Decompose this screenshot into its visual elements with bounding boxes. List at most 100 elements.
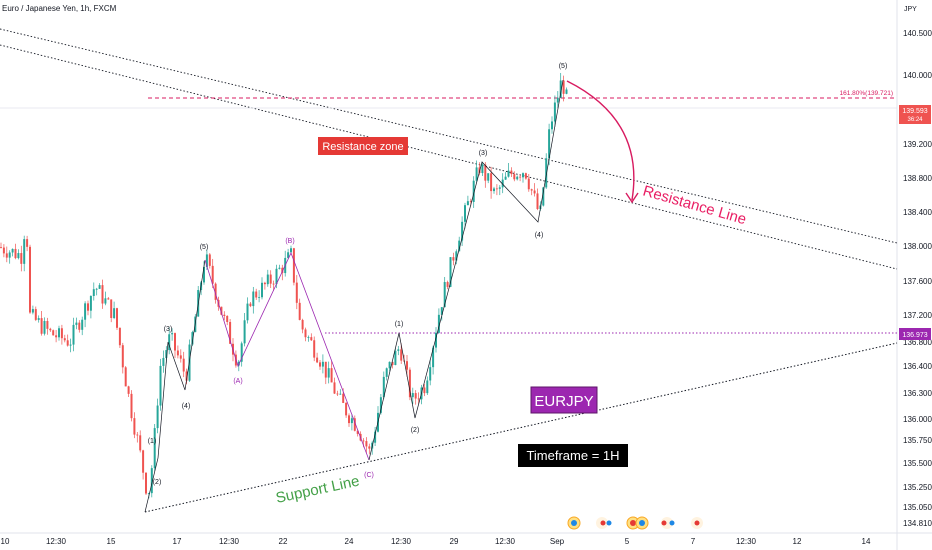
price-tick-label: 140.000 [903, 71, 932, 80]
candle-body [96, 289, 98, 290]
candle-body [160, 366, 162, 406]
candle-body [113, 308, 115, 318]
candle-body [319, 362, 321, 366]
candle-body [516, 177, 518, 180]
candle-body [429, 367, 431, 380]
candle-body [528, 179, 530, 190]
new-impulse-wave-label: (1) [395, 321, 404, 328]
price-tick-label: 138.400 [903, 208, 932, 217]
candle-body [12, 249, 14, 253]
last-price-value: 139.593 [902, 108, 927, 115]
candle-body [38, 318, 40, 320]
candle-body [131, 394, 133, 418]
candle-body [481, 164, 483, 173]
time-tick-label: 12:30 [391, 537, 412, 546]
candle-body [508, 171, 510, 177]
candle-body [107, 298, 109, 299]
price-tick-label: 139.200 [903, 140, 932, 149]
event-icon-inner [639, 520, 645, 526]
candle-body [90, 296, 92, 311]
corrective-wave-label: (A) [233, 378, 242, 385]
candle-body [487, 173, 489, 180]
pair-label: EURJPY [534, 393, 593, 410]
candle-body [464, 205, 466, 222]
impulse-wave-label: (1) [148, 438, 157, 445]
candle-body [264, 283, 266, 284]
candle-body [525, 173, 527, 178]
candle-body [26, 239, 28, 247]
event-icon-inner [571, 520, 577, 526]
new-impulse-wave-label: (2) [411, 427, 420, 434]
candle-body [267, 275, 269, 285]
candle-body [316, 358, 318, 363]
candle-body [334, 382, 336, 393]
candle-body [249, 304, 251, 306]
candle-body [70, 345, 72, 346]
candle-body [46, 321, 48, 329]
candle-body [17, 253, 19, 258]
candle-body [174, 333, 176, 350]
candle-body [29, 247, 31, 313]
price-tick-label: 138.800 [903, 174, 932, 183]
price-tick-label: 137.200 [903, 311, 932, 320]
candle-body [467, 201, 469, 205]
level-price-value: 136.973 [902, 332, 927, 339]
candle-body [87, 303, 89, 310]
candle-body [73, 325, 75, 345]
candle-body [493, 188, 495, 191]
candle-body [386, 368, 388, 377]
candle-body [270, 275, 272, 284]
candle-body [3, 248, 5, 254]
time-tick-label: 12:30 [46, 537, 67, 546]
candle-body [183, 359, 185, 372]
candle-body [247, 304, 249, 321]
candle-body [484, 164, 486, 180]
candle-body [345, 403, 347, 415]
event-icon-inner [601, 521, 606, 526]
candle-body [0, 247, 2, 248]
candle-body [136, 435, 138, 436]
candle-body [423, 388, 425, 394]
candle-body [397, 349, 399, 351]
candle-body [6, 253, 8, 257]
price-tick-label: 138.000 [903, 242, 932, 251]
candle-body [302, 320, 304, 330]
candle-body [64, 338, 66, 340]
last-price-countdown: 36:24 [907, 117, 923, 123]
candle-body [255, 292, 257, 298]
candle-body [447, 282, 449, 287]
candle-body [452, 257, 454, 260]
impulse-wave-label: (4) [182, 403, 191, 410]
new-impulse-wave-label: (3) [479, 150, 488, 157]
candle-body [110, 299, 112, 318]
impulse-wave-label: (3) [164, 326, 173, 333]
candle-body [325, 362, 327, 378]
impulse-wave-label: (2) [153, 479, 162, 486]
corrective-wave-label: (C) [364, 472, 374, 479]
candle-body [522, 173, 524, 177]
candle-body [177, 351, 179, 356]
price-tick-label: 135.750 [903, 436, 932, 445]
event-icon-inner [695, 521, 700, 526]
candle-body [81, 320, 83, 330]
candle-body [99, 285, 101, 289]
new-impulse-wave-label: (5) [559, 63, 568, 70]
candle-body [348, 415, 350, 423]
candle-body [252, 292, 254, 307]
impulse-wave-label: (5) [200, 244, 209, 251]
candle-body [119, 328, 121, 345]
candle-body [519, 177, 521, 178]
candle-body [426, 380, 428, 393]
candle-body [78, 323, 80, 330]
candle-body [534, 191, 536, 194]
candle-body [336, 394, 338, 395]
candle-body [75, 323, 77, 325]
candle-body [226, 316, 228, 322]
candle-body [389, 362, 391, 368]
candle-body [104, 298, 106, 303]
price-tick-label: 140.500 [903, 29, 932, 38]
candle-body [84, 303, 86, 319]
candle-body [278, 268, 280, 269]
